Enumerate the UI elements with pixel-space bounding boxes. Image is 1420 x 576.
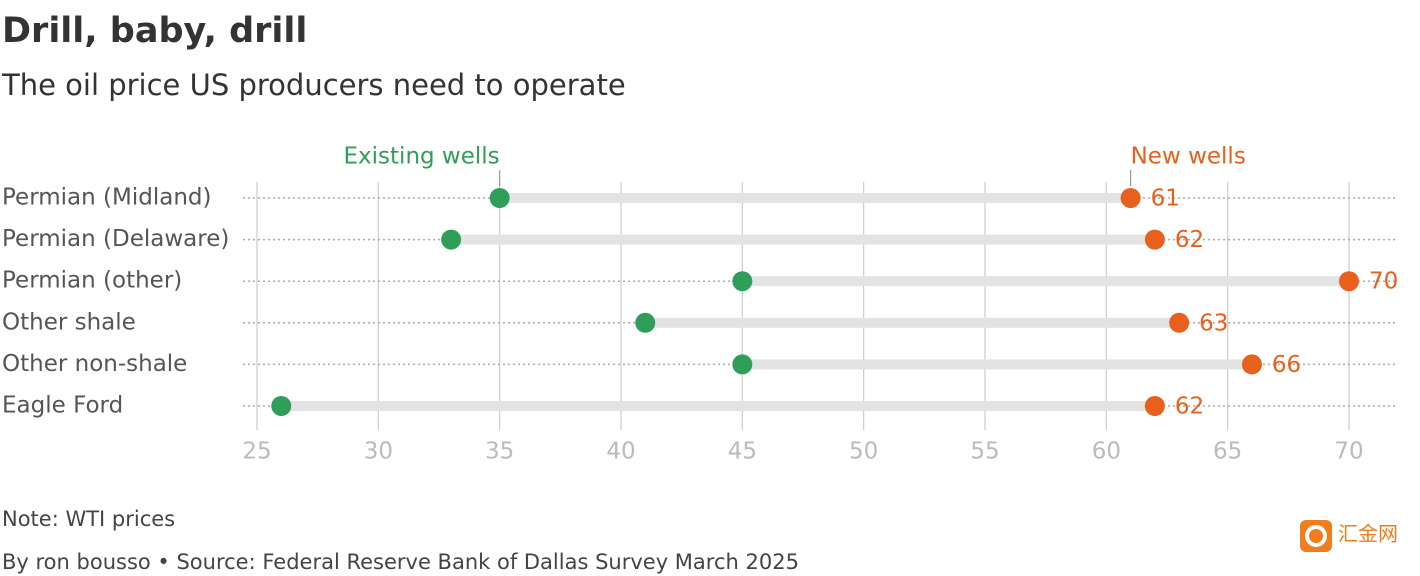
dot — [1144, 396, 1165, 416]
value-label: 61 — [1151, 186, 1180, 212]
connector — [451, 234, 1155, 245]
x-tick-label: 40 — [606, 439, 635, 465]
value-label: 62 — [1175, 394, 1204, 420]
chart-subtitle: The oil price US producers need to opera… — [1, 68, 626, 102]
x-tick-label: 60 — [1092, 439, 1121, 465]
dot — [441, 229, 462, 250]
y-tick-label: Permian (Midland) — [2, 185, 211, 211]
value-label: 63 — [1199, 310, 1228, 336]
y-tick-label: Other shale — [2, 309, 136, 335]
x-tick-label: 55 — [970, 439, 999, 465]
x-tick-label: 30 — [364, 439, 393, 465]
value-label: 70 — [1369, 269, 1398, 295]
connector — [645, 317, 1180, 328]
legend-label: New wells — [1131, 144, 1246, 170]
legend-label: Existing wells — [344, 144, 500, 170]
dot — [489, 188, 510, 208]
watermark-logo-ring — [1305, 525, 1327, 547]
dot — [1169, 312, 1190, 333]
connector — [742, 276, 1349, 287]
y-tick-label: Other non-shale — [2, 351, 187, 377]
y-tick-label: Permian (Delaware) — [2, 226, 229, 252]
x-tick-label: 70 — [1334, 439, 1363, 465]
connector — [742, 359, 1252, 370]
dot — [271, 396, 292, 416]
x-tick-label: 50 — [849, 439, 878, 465]
x-tick-label: 45 — [728, 439, 757, 465]
connector — [281, 401, 1155, 411]
y-tick-label: Permian (other) — [2, 268, 182, 294]
watermark: 汇金网 — [1338, 522, 1398, 546]
value-label: 62 — [1175, 227, 1204, 253]
source: By ron bousso • Source: Federal Reserve … — [2, 550, 799, 574]
x-tick-label: 65 — [1213, 439, 1242, 465]
x-tick-label: 35 — [485, 439, 514, 465]
dot — [635, 312, 656, 333]
dot — [1241, 354, 1262, 375]
dot — [732, 354, 753, 375]
dot — [1339, 271, 1359, 292]
value-label: 66 — [1272, 352, 1301, 378]
chart-title: Drill, baby, drill — [2, 11, 307, 51]
y-tick-label: Eagle Ford — [2, 393, 123, 419]
dot — [1120, 188, 1141, 208]
connector — [499, 193, 1131, 203]
watermark-logo — [1300, 520, 1332, 552]
dot — [732, 271, 753, 292]
x-tick-label: 25 — [242, 439, 271, 465]
note: Note: WTI prices — [2, 507, 175, 531]
dot — [1144, 229, 1165, 250]
